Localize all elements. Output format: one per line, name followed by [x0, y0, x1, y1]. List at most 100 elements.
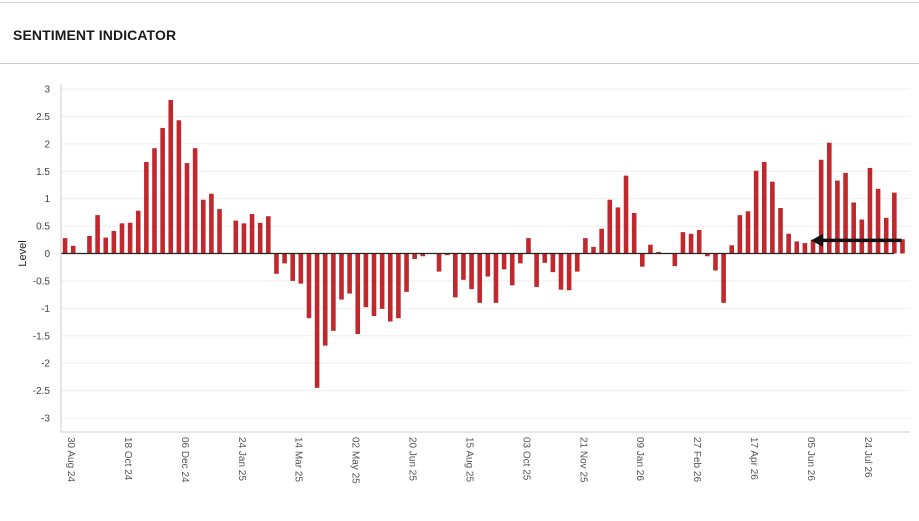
bar	[387, 253, 393, 322]
x-tick-label: 02 May 25	[350, 437, 361, 484]
y-tick-label: 3	[44, 85, 50, 96]
arrow-annotation	[811, 233, 902, 247]
bar	[761, 161, 767, 254]
y-tick-label: -3	[41, 414, 50, 425]
bar	[135, 210, 141, 254]
bar	[347, 253, 352, 294]
bar	[274, 253, 279, 274]
bars	[62, 99, 905, 388]
bar	[87, 235, 92, 254]
bar	[835, 180, 840, 254]
grid-lines	[61, 88, 910, 419]
x-tick-label: 27 Feb 26	[691, 437, 702, 482]
bar	[753, 170, 759, 254]
x-tick-label: 06 Dec 24	[179, 437, 190, 483]
y-tick-label: -2.5	[33, 386, 51, 397]
bar	[778, 207, 783, 254]
panel-header: SENTIMENT INDICATOR	[0, 3, 919, 63]
bar	[867, 167, 873, 254]
bar	[233, 220, 239, 254]
bar	[266, 216, 271, 254]
bar	[103, 237, 109, 254]
bar	[583, 238, 588, 254]
bar	[680, 232, 686, 254]
bar	[95, 215, 100, 254]
y-tick-label: -2	[41, 359, 50, 370]
bar	[688, 233, 694, 254]
bar	[843, 172, 848, 254]
bar	[859, 219, 865, 254]
bar	[875, 188, 881, 254]
bar	[802, 243, 808, 254]
bar	[396, 253, 401, 319]
bar	[794, 241, 800, 254]
x-tick-label: 03 Oct 25	[520, 437, 531, 481]
bar	[314, 253, 320, 388]
bar	[558, 253, 564, 290]
bar	[509, 253, 515, 286]
x-tick-label: 24 Jan 25	[236, 437, 247, 481]
x-tick-label: 05 Jun 26	[805, 437, 816, 481]
bar	[729, 245, 735, 254]
x-tick-label: 18 Oct 24	[122, 437, 133, 481]
bar	[322, 253, 328, 346]
bar	[144, 161, 149, 254]
bar	[363, 253, 369, 308]
bar	[574, 253, 580, 272]
bar	[62, 238, 68, 254]
arrow-head	[811, 233, 824, 247]
bar	[713, 253, 718, 271]
bar	[705, 253, 710, 257]
bar	[892, 192, 897, 254]
x-tick-label: 24 Jul 26	[862, 437, 873, 478]
bar	[461, 253, 466, 280]
bar	[883, 217, 889, 254]
bar	[290, 253, 296, 281]
page-title: SENTIMENT INDICATOR	[13, 27, 177, 43]
bar	[127, 222, 133, 254]
bar	[534, 253, 539, 287]
bar	[200, 199, 206, 254]
bar	[696, 229, 702, 254]
bar	[607, 199, 613, 254]
bar	[640, 253, 645, 267]
y-axis-label: Level	[17, 240, 29, 266]
bar	[810, 239, 816, 254]
bar	[656, 251, 661, 254]
bar	[485, 253, 491, 277]
bar	[241, 223, 247, 254]
y-tick-label: 0.5	[36, 222, 50, 233]
y-tick-labels: 3 2.5 2 1.5 1 0.5 0 -0.5 -1 -1.5 -2 -2.5 -3	[33, 85, 51, 425]
bar	[648, 244, 653, 254]
y-tick-label: 1.5	[36, 167, 50, 178]
x-tick-labels: 30 Aug 24 18 Oct 24 06 Dec 24 24 Jan 25 14 M…	[65, 437, 873, 484]
bar	[826, 142, 832, 254]
y-tick-label: 0	[44, 249, 50, 260]
x-tick-label: 20 Jun 25	[407, 437, 418, 481]
bar	[168, 99, 174, 254]
bar	[152, 148, 157, 254]
bar	[599, 228, 604, 254]
x-tick-label: 30 Aug 24	[65, 437, 76, 482]
bar	[217, 209, 222, 254]
bar	[786, 233, 791, 254]
bar	[160, 127, 165, 254]
bar	[192, 148, 198, 254]
bar	[672, 253, 678, 267]
y-tick-label: 1	[44, 194, 50, 205]
bar	[518, 253, 523, 264]
bar	[184, 163, 190, 254]
bar	[469, 253, 474, 290]
bar	[542, 253, 548, 263]
top-rule	[0, 2, 919, 3]
bar	[371, 253, 377, 317]
bar	[355, 253, 361, 335]
x-tick-label: 15 Aug 25	[463, 437, 474, 482]
bar	[339, 253, 344, 300]
x-tick-label: 14 Mar 25	[293, 437, 304, 482]
bar	[331, 253, 336, 331]
bar	[851, 202, 856, 254]
y-tick-label: 2	[44, 139, 50, 150]
y-tick-label: 2.5	[36, 112, 50, 123]
